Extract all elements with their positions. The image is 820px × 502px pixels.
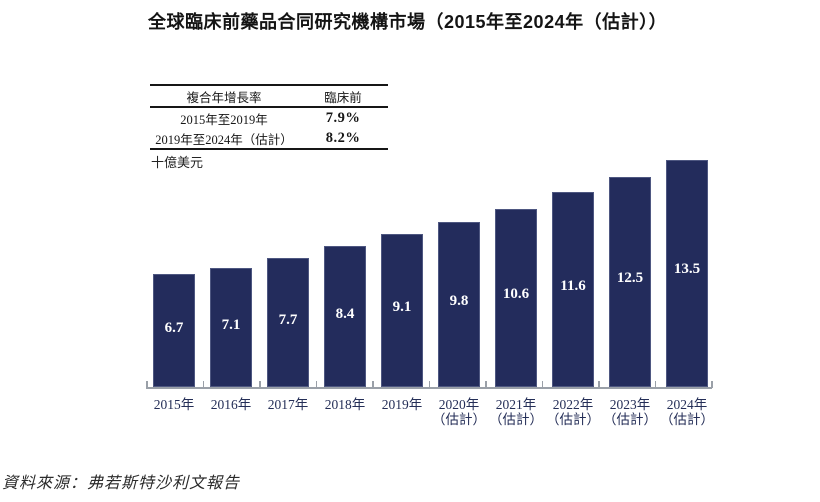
- x-axis-tick: [202, 381, 204, 388]
- bar-2022: [552, 192, 594, 387]
- bar-value-label-2019: 9.1: [392, 299, 412, 315]
- bar-2017: [267, 258, 309, 387]
- bar-2016: [210, 268, 252, 387]
- bar-value-label-2016: 7.1: [221, 317, 241, 333]
- x-axis-label-2021: 2021年 （估計）: [489, 397, 543, 427]
- cagr-period-2019-2024: 2019年至2024年（估計）: [155, 132, 293, 147]
- bar-value-label-2022: 11.6: [560, 278, 586, 294]
- cagr-table-row-2015-2019: 2015年至2019年 7.9%: [150, 108, 388, 128]
- cagr-value-2015-2019: 7.9%: [325, 109, 361, 126]
- bar-value-label-2021: 10.6: [502, 286, 530, 302]
- bar-value-label-2024: 13.5: [673, 261, 701, 277]
- bar-2018: [324, 246, 366, 387]
- bar-2023: [609, 177, 651, 387]
- x-axis-label-2022: 2022年 （估計）: [546, 397, 600, 427]
- x-axis-label-2023: 2023年 （估計）: [603, 397, 657, 427]
- cagr-table-header-metric: 複合年增長率: [186, 90, 262, 105]
- bar-2021: [495, 209, 537, 387]
- cagr-table: 複合年增長率 臨床前 2015年至2019年 7.9% 2019年至2024年（…: [150, 84, 388, 150]
- cagr-table-header-row: 複合年增長率 臨床前: [150, 86, 388, 108]
- x-axis-tick: [711, 381, 713, 388]
- bar-value-label-2020: 9.8: [449, 293, 469, 309]
- x-axis-label-2019: 2019年: [381, 397, 423, 412]
- x-axis-tick: [541, 381, 543, 388]
- x-axis-tick: [654, 381, 656, 388]
- bar-value-label-2015: 6.7: [164, 320, 184, 336]
- bar-value-label-2017: 7.7: [278, 312, 298, 328]
- x-axis-tick: [146, 381, 148, 388]
- x-axis-label-2015: 2015年: [153, 397, 195, 412]
- bar-value-label-2023: 12.5: [616, 270, 644, 286]
- cagr-value-2019-2024: 8.2%: [325, 129, 361, 146]
- x-axis-label-2017: 2017年: [267, 397, 309, 412]
- source-note: 資料來源：弗若斯特沙利文報告: [2, 475, 241, 492]
- y-axis-unit-label: 十億美元: [151, 155, 204, 170]
- x-axis-tick: [315, 381, 317, 388]
- x-axis-tick: [428, 381, 430, 388]
- bar-2024: [666, 160, 708, 387]
- chart-title: 全球臨床前藥品合同研究機構市場（2015年至2024年（估計））: [148, 12, 668, 32]
- x-axis-label-2018: 2018年: [324, 397, 366, 412]
- x-axis-label-2020: 2020年 （估計）: [432, 397, 486, 427]
- cagr-period-2015-2019: 2015年至2019年: [180, 112, 268, 127]
- bar-2015: [153, 274, 195, 387]
- x-axis-tick: [598, 381, 600, 388]
- cagr-table-row-2019-2024: 2019年至2024年（估計） 8.2%: [150, 128, 388, 148]
- bar-value-label-2018: 8.4: [335, 306, 355, 322]
- cagr-table-header-segment: 臨床前: [324, 90, 362, 105]
- x-axis-tick: [485, 381, 487, 388]
- x-axis-label-2016: 2016年: [210, 397, 252, 412]
- x-axis-tick: [372, 381, 374, 388]
- x-axis-tick: [259, 381, 261, 388]
- x-axis-label-2024: 2024年 （估計）: [660, 397, 714, 427]
- bar-2020: [438, 222, 480, 387]
- bar-2019: [381, 234, 423, 387]
